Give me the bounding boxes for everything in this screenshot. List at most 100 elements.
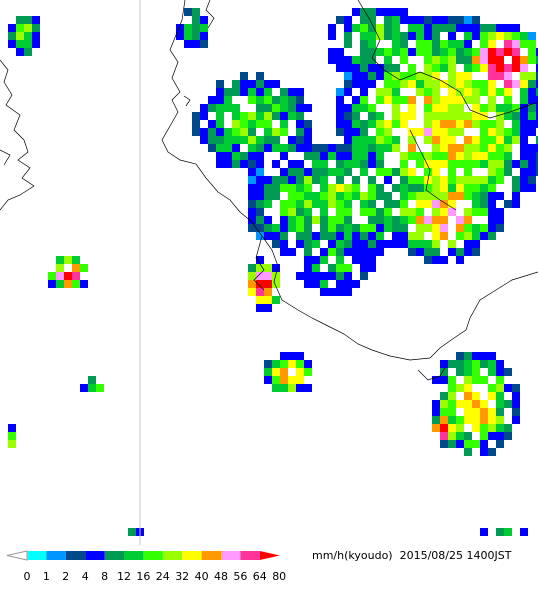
precip-cell <box>264 360 272 368</box>
precip-cell <box>480 160 488 168</box>
precip-cell <box>440 160 448 168</box>
precip-cell <box>504 24 512 32</box>
precip-cell <box>424 112 432 120</box>
precip-cell <box>24 32 32 40</box>
precip-cell <box>344 32 352 40</box>
precip-cell <box>416 128 424 136</box>
precip-cell <box>256 200 264 208</box>
precip-cell <box>368 64 376 72</box>
precip-cell <box>288 376 296 384</box>
precip-cell <box>312 192 320 200</box>
precip-cell <box>264 224 272 232</box>
precip-cell <box>424 16 432 24</box>
precip-cell <box>504 40 512 48</box>
precip-cell <box>16 40 24 48</box>
legend-color-bar <box>6 550 280 561</box>
precip-cell <box>528 40 536 48</box>
precip-cell <box>448 176 456 184</box>
precip-cell <box>336 272 344 280</box>
precip-cell <box>312 200 320 208</box>
precip-cell <box>424 128 432 136</box>
precip-cell <box>488 152 496 160</box>
precip-cell <box>504 400 512 408</box>
precip-cell <box>528 152 536 160</box>
precip-cell <box>264 232 272 240</box>
legend-tick-label: 4 <box>82 570 89 583</box>
precip-cell <box>456 72 464 80</box>
precip-cell <box>8 40 16 48</box>
precip-cell <box>472 352 480 360</box>
precip-cell <box>408 96 416 104</box>
precip-cell <box>536 56 538 64</box>
precip-cell <box>400 216 408 224</box>
precip-cell <box>480 64 488 72</box>
precip-cell <box>456 48 464 56</box>
precip-cell <box>432 136 440 144</box>
precip-cell <box>528 160 536 168</box>
precip-cell <box>328 272 336 280</box>
precip-cell <box>448 16 456 24</box>
precip-cell <box>328 248 336 256</box>
precip-cell <box>448 128 456 136</box>
precip-cell <box>352 144 360 152</box>
precip-cell <box>448 24 456 32</box>
precip-cell <box>464 376 472 384</box>
precip-cell <box>216 88 224 96</box>
precip-cell <box>280 352 288 360</box>
precip-cell <box>272 128 280 136</box>
precip-cell <box>272 240 280 248</box>
precip-cell <box>432 24 440 32</box>
precip-cell <box>488 160 496 168</box>
precip-cell <box>272 112 280 120</box>
precip-cell <box>368 32 376 40</box>
precip-cell <box>344 112 352 120</box>
precip-cell <box>56 272 64 280</box>
precip-cell <box>248 184 256 192</box>
precip-cell <box>368 208 376 216</box>
precip-cell <box>288 168 296 176</box>
precip-cell <box>488 352 496 360</box>
precip-cell <box>280 104 288 112</box>
precip-cell <box>24 40 32 48</box>
precip-cell <box>24 24 32 32</box>
precip-cell <box>376 168 384 176</box>
precip-cell <box>368 240 376 248</box>
precip-cell <box>400 192 408 200</box>
precip-cell <box>320 256 328 264</box>
precip-cell <box>416 80 424 88</box>
precip-cell <box>288 224 296 232</box>
precip-cell <box>336 152 344 160</box>
precip-cell <box>240 136 248 144</box>
unit-label: mm/h(kyoudo) <box>312 549 393 562</box>
precip-cell <box>496 72 504 80</box>
precip-cell <box>416 224 424 232</box>
precip-cell <box>496 208 504 216</box>
precip-cell <box>480 120 488 128</box>
precip-cell <box>288 136 296 144</box>
precip-cell <box>320 208 328 216</box>
legend-tick-label: 8 <box>101 570 108 583</box>
precip-cell <box>432 248 440 256</box>
precip-cell <box>400 56 408 64</box>
precip-cell <box>448 400 456 408</box>
precip-cell <box>536 136 538 144</box>
precip-cell <box>240 160 248 168</box>
precip-cell <box>400 160 408 168</box>
precip-cell <box>504 368 512 376</box>
precip-cell <box>368 232 376 240</box>
precip-cell <box>520 112 528 120</box>
precip-cell <box>296 208 304 216</box>
precip-cell <box>488 48 496 56</box>
precip-cell <box>272 104 280 112</box>
precip-cell <box>192 112 200 120</box>
precip-cell <box>480 136 488 144</box>
precip-cell <box>256 80 264 88</box>
precip-cell <box>376 208 384 216</box>
precip-cell <box>432 184 440 192</box>
precip-cell <box>480 432 488 440</box>
precip-cell <box>264 288 272 296</box>
precipitation-cells <box>8 8 538 536</box>
precip-cell <box>312 216 320 224</box>
legend-tick-label: 40 <box>195 570 209 583</box>
precip-cell <box>496 216 504 224</box>
